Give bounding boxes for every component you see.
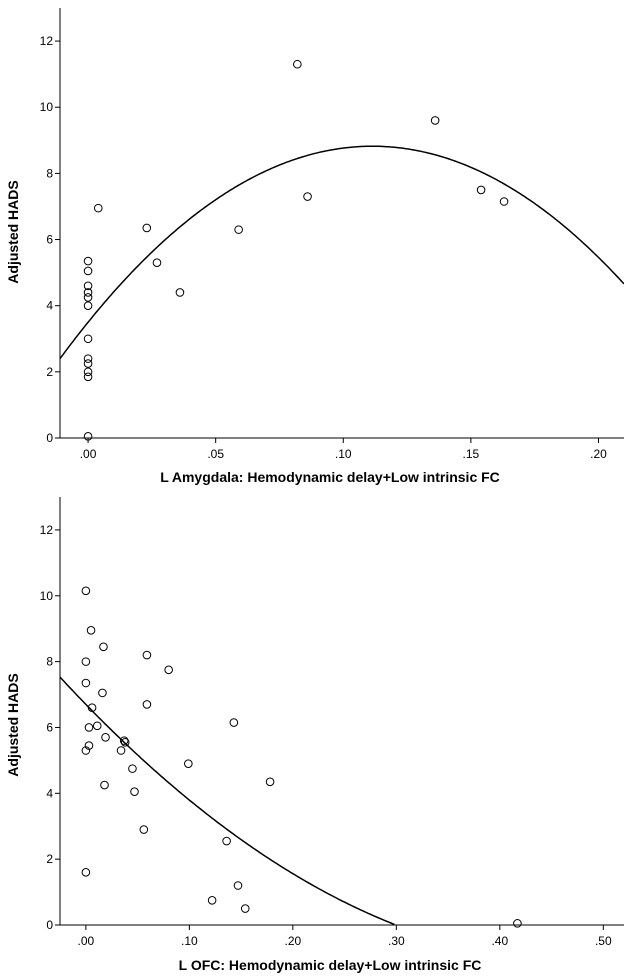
y-tick-label: 8 [46,166,53,180]
fit-curve [59,145,624,360]
y-axis-title: Adjusted HADS [5,673,21,776]
data-point [101,733,110,742]
data-point [430,116,440,125]
data-point [139,825,149,834]
data-point [128,764,137,773]
x-tick-label: .40 [491,934,508,948]
x-axis-title: L OFC: Hemodynamic delay+Low intrinsic F… [179,957,482,973]
data-point [83,256,93,266]
data-point [130,787,139,796]
data-point [83,372,93,382]
data-point [81,678,91,688]
data-point [83,432,93,441]
data-point [83,354,93,363]
y-tick-label: 0 [46,918,53,932]
data-point [152,258,162,267]
y-tick-label: 6 [46,720,53,734]
data-point [293,59,302,69]
x-tick-label: .20 [285,934,302,948]
data-point [83,359,93,368]
y-tick-label: 12 [40,523,54,537]
data-point [142,223,152,233]
y-tick-label: 8 [46,655,53,669]
data-point [81,868,91,877]
y-tick-label: 2 [46,365,53,379]
y-tick-label: 12 [40,34,54,48]
x-tick-label: .20 [590,447,607,461]
x-axis-title: L Amygdala: Hemodynamic delay+Low intrin… [160,469,500,485]
data-point [175,288,185,297]
data-point [83,281,93,291]
data-point [184,759,193,768]
data-point [513,919,522,928]
data-point [98,688,107,698]
data-point [116,746,126,755]
data-point [120,737,130,747]
y-axis-title: Adjusted HADS [5,180,21,283]
x-tick-label: .00 [78,934,95,948]
y-tick-label: 4 [46,786,53,800]
data-point [100,780,109,790]
data-point [240,904,250,913]
data-point [142,700,152,709]
data-point [84,741,94,750]
data-point [499,197,509,206]
data-point [87,703,97,713]
data-point [265,777,275,787]
y-tick-label: 6 [46,233,53,247]
data-point [207,896,217,905]
x-tick-label: .05 [207,447,224,461]
x-tick-label: .50 [595,934,612,948]
data-point [164,665,173,675]
fit-curve [59,676,395,926]
data-point [233,881,243,890]
data-point [81,746,91,755]
data-point [234,225,243,234]
data-point [83,301,93,310]
x-tick-label: .30 [388,934,405,948]
data-point [86,626,96,635]
data-point [303,192,312,201]
data-point [83,293,93,302]
x-tick-label: .00 [80,447,97,461]
data-point [81,586,91,596]
data-point [229,718,239,727]
x-tick-label: .10 [181,934,198,948]
data-point [83,266,93,276]
y-tick-label: 4 [46,299,53,313]
data-point [93,203,103,213]
data-point [81,657,91,666]
scatter-chart-ofc: L OFC: Hemodynamic delay+Low intrinsic F… [5,497,624,973]
y-tick-label: 0 [46,431,53,445]
data-point [99,642,108,652]
data-point [476,185,486,195]
data-point [84,723,94,732]
data-point [92,721,102,731]
x-tick-label: .10 [335,447,352,461]
y-tick-label: 2 [46,852,53,866]
data-point [119,736,129,745]
data-point [142,650,152,660]
x-tick-label: .15 [463,447,480,461]
data-point [83,367,93,377]
y-tick-label: 10 [40,589,54,603]
data-point [222,836,231,846]
data-point [83,288,93,297]
y-tick-label: 10 [40,100,54,114]
scatter-chart-amygdala: L Amygdala: Hemodynamic delay+Low intrin… [5,8,624,485]
data-point [83,334,93,344]
